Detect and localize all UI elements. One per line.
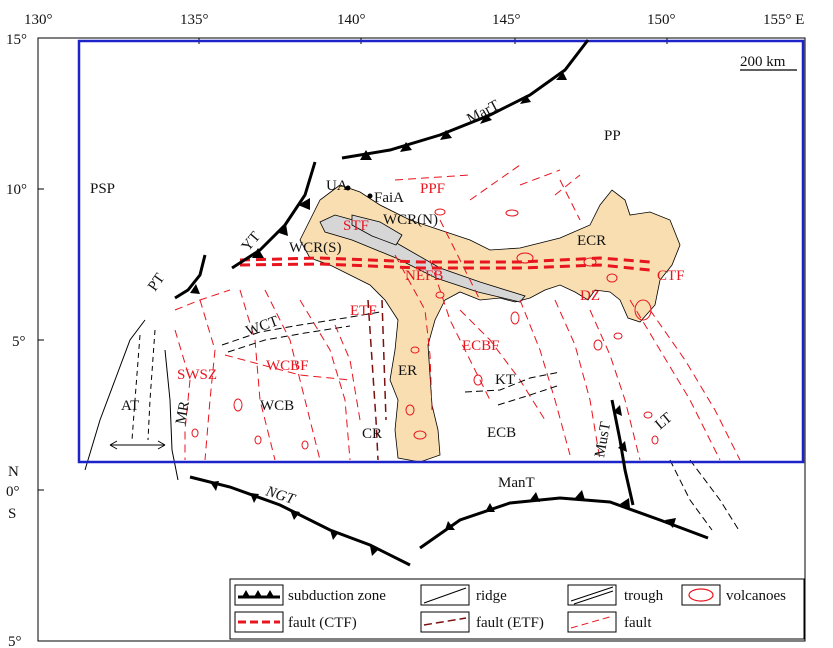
label-mr: MR <box>173 400 193 426</box>
label-psp: PSP <box>90 181 115 197</box>
label-ua: UA <box>326 178 348 194</box>
legend-box-fault-ctf <box>234 611 284 633</box>
red-faults <box>174 164 741 461</box>
legend-label-ridge: ridge <box>476 588 507 604</box>
ridge-icon <box>423 587 467 604</box>
label-ppf: PPF <box>420 181 445 197</box>
at-dashes <box>131 329 156 441</box>
lat-tick-10: 10° <box>6 182 27 198</box>
label-cr: CR <box>362 426 382 442</box>
label-mant: ManT <box>498 475 535 491</box>
legend-label-subduction: subduction zone <box>288 588 386 604</box>
legend-label-trough: trough <box>624 588 664 604</box>
label-pt: PT <box>145 271 168 295</box>
label-wcr-n: WCR(N) <box>383 212 438 228</box>
volcano-icon <box>688 588 714 602</box>
faia-marker <box>367 193 373 199</box>
legend-box-fault <box>567 611 617 633</box>
trough-icon <box>570 586 614 605</box>
label-ecbf: ECBF <box>462 338 500 354</box>
lat-tick-5n: 5° <box>12 334 26 350</box>
label-mart: MarT <box>464 97 502 127</box>
fault-etf <box>367 299 387 461</box>
lat-hemisphere-s: S <box>8 506 16 522</box>
volcanoes <box>191 208 659 450</box>
label-er: ER <box>398 363 417 379</box>
legend-label-fault: fault <box>624 615 652 631</box>
label-kt: KT <box>495 372 515 388</box>
lat-hemisphere-n: N <box>8 464 19 480</box>
ridge-lines <box>84 319 179 481</box>
legend-label-fault-ctf: fault (CTF) <box>288 615 357 631</box>
scale-bar-label: 200 km <box>740 54 786 70</box>
label-ctf: CTF <box>657 268 685 284</box>
label-ecb: ECB <box>487 425 516 441</box>
legend-box-fault-etf <box>420 611 470 633</box>
ua-marker <box>345 185 351 191</box>
label-wcbf: WCBF <box>266 358 309 374</box>
lat-tick-15: 15° <box>6 32 27 48</box>
legend: subduction zone ridge trough volcanoes f… <box>229 578 805 640</box>
lon-tick-155: 155° E <box>763 12 804 28</box>
label-wcb: WCB <box>260 398 294 414</box>
fault-ctf <box>239 256 651 272</box>
legend-label-fault-etf: fault (ETF) <box>476 615 544 631</box>
label-dz: DZ <box>580 288 600 304</box>
label-at: AT <box>121 398 139 414</box>
lon-tick-145: 145° <box>492 12 521 28</box>
troughs-black <box>221 311 741 533</box>
label-must: MusT <box>592 421 614 459</box>
label-swsz: SWSZ <box>177 367 217 383</box>
legend-box-volcano <box>681 584 721 606</box>
fault-etf-icon <box>423 617 467 626</box>
lat-tick-0: 0° <box>6 484 20 500</box>
lon-tick-130: 130° <box>24 12 53 28</box>
study-area-box <box>77 39 805 464</box>
subduction-teeth <box>190 72 676 556</box>
label-pp: PP <box>604 128 621 144</box>
subduction-zone-icon <box>238 590 280 599</box>
lon-tick-150: 150° <box>647 12 676 28</box>
label-wct: WCT <box>244 313 281 339</box>
label-wcr-s: WCR(S) <box>289 240 342 256</box>
grey-ridges <box>319 214 526 303</box>
label-ecr: ECR <box>577 233 606 249</box>
label-nefb: NEFB <box>405 268 443 284</box>
at-arrows <box>109 440 166 450</box>
latitude-ticks <box>38 188 44 491</box>
fault-icon <box>570 615 614 629</box>
label-lt: LT <box>652 410 675 433</box>
label-stf: STF <box>343 218 369 234</box>
label-faia: FaiA <box>374 190 404 206</box>
lon-tick-140: 140° <box>337 12 366 28</box>
lon-tick-135: 135° <box>180 12 209 28</box>
label-etf: ETF <box>350 303 377 319</box>
legend-label-volcanoes: volcanoes <box>726 588 786 604</box>
lat-tick-5s: 5° <box>8 634 22 648</box>
